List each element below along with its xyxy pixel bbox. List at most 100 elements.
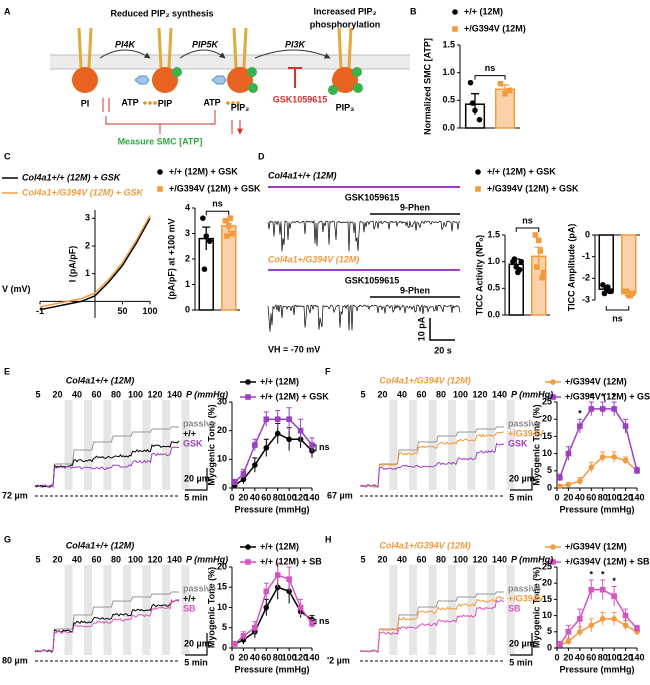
x-tick-label: -1 — [36, 306, 44, 316]
x-tick-label: 120 — [618, 652, 633, 662]
pressure-label: 80 — [436, 554, 446, 564]
x-tick-label: 0 — [554, 652, 559, 662]
data-point — [297, 427, 304, 434]
scale-bar — [510, 633, 533, 656]
data-point — [588, 464, 595, 471]
data-point — [622, 612, 629, 619]
data-point — [565, 638, 572, 645]
atp: ATP — [203, 97, 220, 107]
data-point — [535, 237, 542, 244]
data-point — [286, 576, 292, 582]
annotation: ns — [612, 313, 623, 323]
pressure-step — [448, 400, 456, 490]
x-tick-label: 60 — [586, 652, 596, 662]
inhibitor: GSK1059615 — [273, 94, 328, 104]
pressure-label: 120 — [472, 554, 487, 564]
data-point — [476, 116, 483, 123]
data-point — [286, 436, 292, 443]
pressure-label: 20 — [377, 389, 387, 399]
data-point — [599, 586, 606, 593]
legend-label: +/G394V (12M) — [565, 541, 627, 551]
data-point — [475, 186, 481, 192]
scale-label: 20 µm — [184, 638, 210, 648]
annotation: * — [590, 391, 594, 401]
pressure-step — [428, 400, 437, 490]
enzyme: PIP5K — [192, 39, 220, 49]
pressure-step — [64, 400, 73, 490]
data-point — [206, 238, 213, 244]
molecule: PIP — [158, 98, 173, 108]
phosphate-dots — [143, 101, 240, 105]
data-point — [565, 450, 572, 457]
panel-letter: F — [325, 366, 331, 376]
current-trace — [267, 219, 461, 252]
trace-title: Col4a1+/G394V (12M) — [379, 540, 470, 550]
data-point — [240, 633, 247, 639]
data-point — [605, 284, 611, 290]
legend-label: +/G394V (12M) + GSK — [565, 391, 650, 401]
enzyme: PI4K — [115, 39, 137, 49]
x-tick-label: 20 — [238, 652, 248, 662]
y-axis-label: (pA/pF) at +100 mV — [166, 218, 176, 299]
diameter-trace — [34, 598, 180, 653]
y-tick-label: 15 — [542, 594, 552, 604]
scale-label: 20 µm — [509, 473, 535, 483]
y-tick-label: 0 — [222, 482, 227, 492]
y-tick-label: 3 — [85, 213, 90, 223]
bar — [598, 234, 614, 290]
pressure-unit: P (mmHg) — [186, 389, 228, 399]
pressure-step — [103, 565, 112, 655]
pressure-label: 140 — [492, 389, 507, 399]
y-axis-label: I (pA/pF) — [67, 246, 77, 283]
trace-label: passive — [183, 583, 216, 593]
y-tick-label: 10 — [217, 454, 227, 464]
pressure-label: 120 — [147, 554, 162, 564]
pressure-step — [506, 565, 515, 655]
scale-label: 10 pA — [416, 316, 426, 341]
data-point — [274, 572, 281, 578]
y-tick-label: 5 — [547, 626, 552, 636]
bar — [621, 234, 637, 295]
data-point — [227, 215, 234, 221]
y-tick-label: 1.5 — [487, 229, 500, 239]
pressure-step — [467, 565, 476, 655]
pressure-step — [428, 565, 437, 655]
scale-bar — [185, 633, 208, 656]
pressure-label: 140 — [167, 389, 182, 399]
data-point — [497, 80, 504, 87]
data-point — [252, 442, 258, 448]
trace-label: passive — [508, 583, 541, 593]
trace-label: +/G394V — [508, 593, 544, 603]
pressure-label: 80 — [111, 554, 121, 564]
trace-label: GSK — [183, 438, 203, 448]
data-point — [224, 233, 230, 239]
pressure-step — [84, 565, 92, 655]
pressure-label: 40 — [72, 389, 82, 399]
data-point — [309, 442, 315, 448]
data-point — [532, 232, 539, 238]
x-tick-label: 80 — [598, 652, 608, 662]
inhibition — [288, 67, 302, 88]
y-tick-label: 1 — [85, 268, 90, 278]
scale-bar — [510, 468, 533, 491]
y-tick-label: 20 — [217, 425, 227, 435]
diameter-trace — [359, 431, 505, 488]
data-point — [452, 26, 458, 32]
x-tick-label: 100 — [142, 306, 157, 316]
y-tick-label: 1.0 — [442, 67, 455, 77]
readout: Measure SMC [ATP] — [118, 136, 203, 146]
passive-trace — [34, 426, 180, 487]
readout-arrow — [105, 110, 216, 134]
data-point — [511, 256, 518, 262]
blocker-label: 9-Phen — [400, 202, 430, 212]
y-tick-label: 15 — [542, 431, 552, 441]
data-point — [588, 406, 595, 412]
x-tick-label: 20 — [563, 492, 573, 502]
x-tick-label: 100 — [282, 652, 297, 662]
data-point — [157, 169, 163, 175]
data-point — [240, 470, 247, 477]
pressure-step — [142, 400, 151, 490]
y-axis-label: TICC Activity (NPₒ) — [474, 235, 484, 315]
data-point — [550, 394, 556, 400]
data-point — [599, 406, 606, 412]
